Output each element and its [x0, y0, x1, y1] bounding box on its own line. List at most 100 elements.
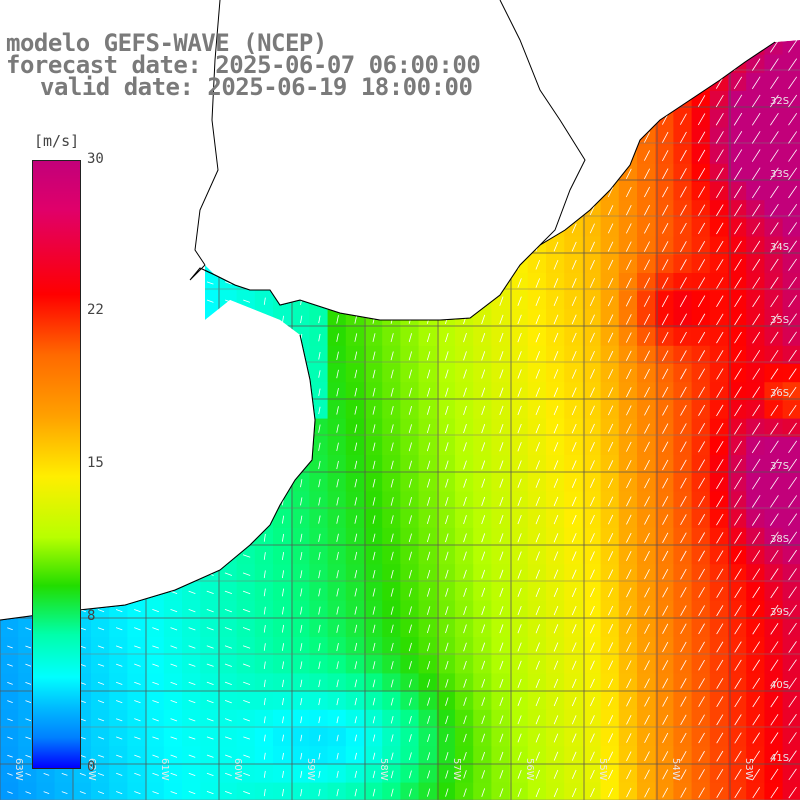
field-cell [709, 582, 729, 602]
field-cell [364, 564, 383, 583]
wind-arrow [752, 349, 761, 362]
field-cell [600, 691, 620, 711]
wind-arrow [336, 315, 339, 324]
wind-arrow [752, 677, 761, 690]
field-cell [491, 455, 511, 474]
wind-arrow [97, 736, 105, 740]
field-cell [728, 764, 747, 784]
field-cell [673, 782, 693, 800]
field-cell [491, 600, 511, 620]
field-cell [782, 600, 800, 620]
wind-arrow [607, 259, 614, 270]
wind-arrow [788, 549, 797, 563]
wind-arrow [445, 460, 449, 470]
wind-arrow [571, 642, 577, 652]
wind-arrow [336, 497, 339, 506]
wind-arrow [571, 678, 577, 689]
wind-arrow [318, 424, 321, 433]
wind-arrow [242, 572, 251, 576]
wind-arrow [571, 788, 577, 798]
wind-arrow [170, 590, 178, 594]
field-cell [600, 345, 620, 365]
field-cell [691, 273, 711, 292]
wind-arrow [517, 678, 522, 688]
wind-arrow [716, 568, 724, 580]
field-cell [582, 546, 602, 565]
wind-arrow [644, 714, 650, 725]
field-cell [709, 382, 729, 401]
wind-arrow [134, 736, 141, 740]
wind-arrow [354, 369, 358, 379]
field-cell [728, 364, 747, 383]
wind-arrow [752, 313, 761, 326]
wind-arrow [372, 734, 376, 742]
wind-arrow [445, 606, 449, 615]
field-cell [618, 200, 638, 219]
field-cell [746, 673, 765, 693]
field-cell [254, 564, 274, 583]
field-cell [436, 582, 456, 602]
field-cell [691, 655, 711, 674]
field-cell [509, 546, 529, 565]
wind-arrow [535, 387, 541, 397]
field-cell [527, 473, 547, 492]
wind-arrow [300, 661, 303, 670]
field-cell [200, 782, 219, 800]
field-cell [491, 491, 511, 511]
field-cell [364, 527, 383, 547]
field-cell [418, 691, 438, 711]
wind-arrow [608, 514, 614, 525]
wind-arrow [716, 495, 724, 508]
field-cell [546, 673, 565, 693]
wind-arrow [43, 791, 50, 794]
field-cell [418, 655, 438, 674]
field-cell [728, 127, 747, 147]
field-cell [673, 473, 693, 492]
wind-arrow [535, 715, 540, 725]
field-cell [782, 382, 800, 401]
wind-arrow [390, 515, 394, 524]
wind-arrow [697, 149, 706, 162]
wind-arrow [716, 714, 724, 726]
wind-arrow [390, 569, 394, 579]
field-cell [618, 400, 638, 420]
field-cell [418, 436, 438, 456]
wind-arrow [751, 131, 761, 144]
field-cell [273, 564, 292, 583]
field-cell [327, 618, 347, 638]
field-cell [364, 491, 383, 511]
wind-arrow [499, 660, 504, 670]
field-cell [582, 382, 602, 401]
field-cell [673, 637, 693, 656]
wind-arrow [715, 167, 724, 180]
field-cell [691, 182, 711, 201]
field-cell [309, 673, 329, 693]
field-cell [564, 345, 583, 365]
wind-arrow [282, 716, 284, 724]
wind-arrow [336, 551, 339, 561]
field-cell [764, 746, 784, 765]
field-cell [418, 600, 438, 620]
wind-arrow [680, 350, 687, 362]
wind-arrow [553, 569, 559, 579]
wind-arrow [589, 587, 595, 598]
field-cell [455, 709, 474, 729]
field-cell [564, 473, 583, 492]
field-cell [782, 509, 800, 529]
wind-arrow [354, 442, 358, 452]
wind-arrow [372, 716, 376, 724]
wind-arrow [752, 386, 761, 398]
field-cell [746, 436, 765, 456]
wind-arrow [608, 605, 614, 616]
field-cell [400, 546, 420, 565]
wind-arrow [698, 368, 706, 380]
wind-arrow [679, 277, 687, 289]
wind-arrow [408, 661, 412, 670]
field-cell [564, 382, 583, 401]
wind-arrow [116, 791, 123, 795]
wind-arrow [644, 423, 650, 434]
wind-arrow [7, 754, 13, 758]
wind-arrow [698, 423, 706, 435]
wind-arrow [517, 624, 522, 634]
